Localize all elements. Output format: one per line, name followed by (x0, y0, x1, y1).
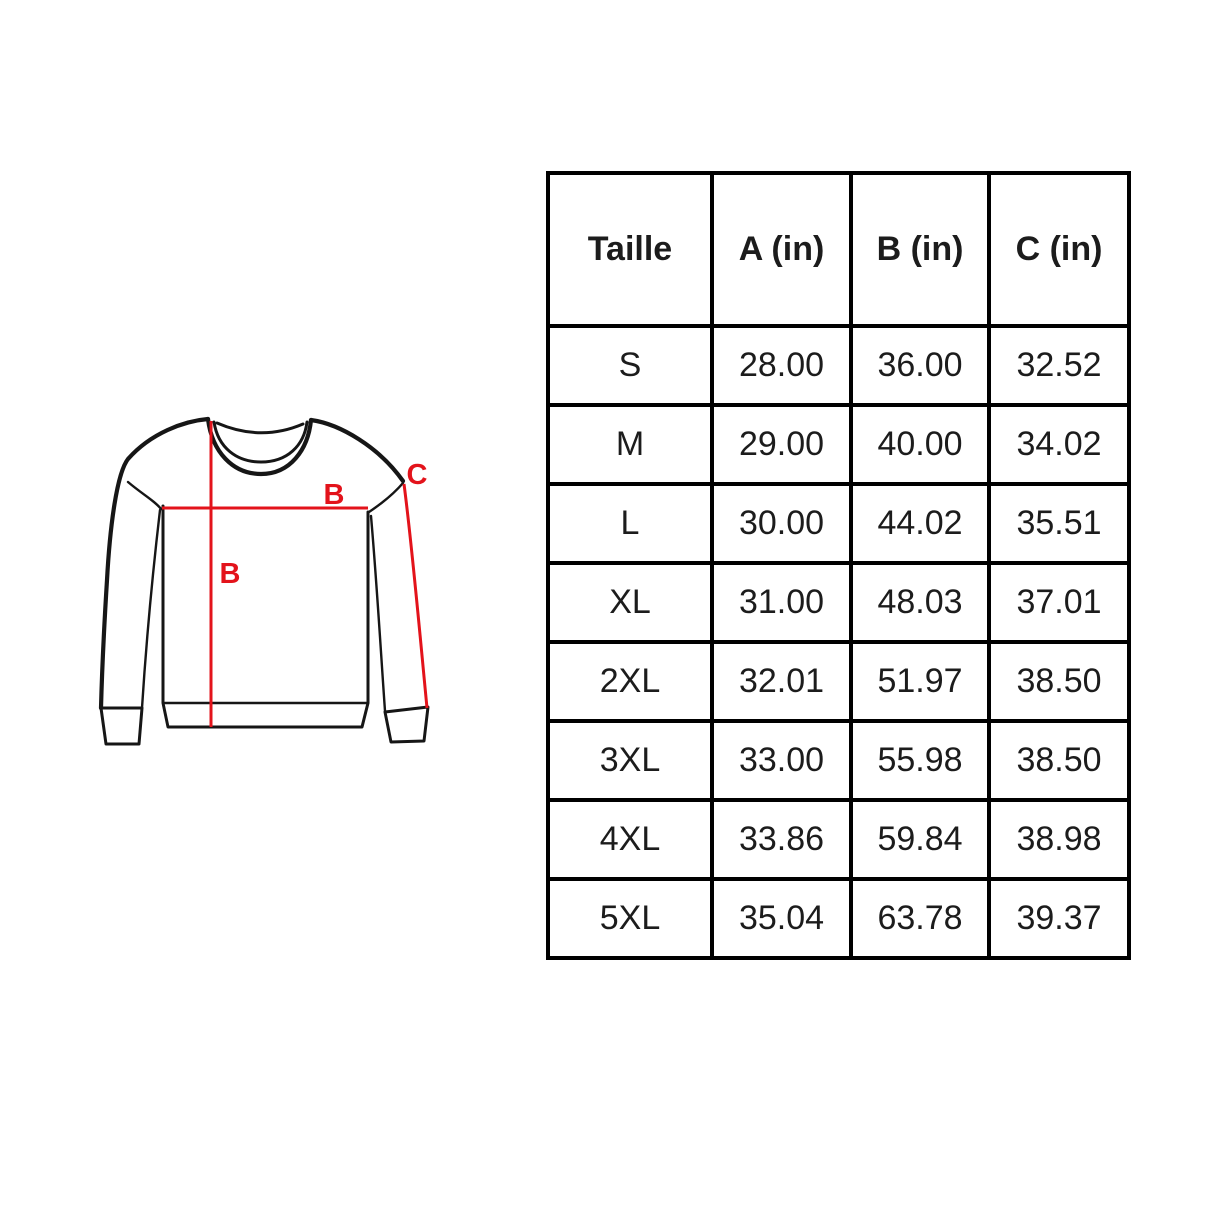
measurement-cell: 39.37 (987, 877, 1131, 960)
right-cuff (383, 705, 430, 744)
left-cuff (99, 706, 144, 746)
measurement-cell: 51.97 (849, 640, 991, 723)
measurement-cell: 38.50 (987, 640, 1131, 723)
measurement-cell: 30.00 (710, 482, 853, 565)
collar-inner-arc (212, 420, 309, 464)
size-cell: 2XL (546, 640, 714, 723)
size-cell: S (546, 324, 714, 407)
measurement-label-sleeve: C (407, 459, 428, 491)
sweater-measurement-diagram: B B C (98, 416, 430, 746)
size-table-body: S 28.00 36.00 32.52 M 29.00 40.00 34.02 L 30.00 44… (546, 324, 1131, 960)
measurement-cell: 48.03 (849, 561, 991, 644)
measurement-cell: 63.78 (849, 877, 991, 960)
size-cell: 3XL (546, 719, 714, 802)
size-cell: M (546, 403, 714, 486)
sweater-left-silhouette (98, 416, 211, 711)
table-row: M 29.00 40.00 34.02 (546, 403, 1131, 486)
table-row: S 28.00 36.00 32.52 (546, 324, 1131, 407)
measurement-cell: 33.86 (710, 798, 853, 881)
header-cell-c: C (in) (987, 171, 1131, 328)
measurement-cell: 36.00 (849, 324, 991, 407)
measurement-cell: 40.00 (849, 403, 991, 486)
measurement-label-length: B (220, 558, 241, 590)
measurement-cell: 59.84 (849, 798, 991, 881)
sweater-right-silhouette (308, 417, 406, 484)
measurement-cell: 32.01 (710, 640, 853, 723)
table-row: 5XL 35.04 63.78 39.37 (546, 877, 1131, 960)
measurement-line-sleeve (402, 483, 429, 709)
measurement-cell: 34.02 (987, 403, 1131, 486)
measurement-cell: 37.01 (987, 561, 1131, 644)
size-table: Taille A (in) B (in) C (in) S 28.00 36.00 3… (546, 171, 1131, 960)
measurement-label-chest: B (324, 479, 345, 511)
measurement-cell: 44.02 (849, 482, 991, 565)
measurement-cell: 35.51 (987, 482, 1131, 565)
measurement-cell: 28.00 (710, 324, 853, 407)
measurement-cell: 35.04 (710, 877, 853, 960)
sweater-body-outline (161, 504, 370, 729)
measurement-cell: 38.98 (987, 798, 1131, 881)
left-sleeve-inner-seam (140, 508, 162, 710)
header-cell-b: B (in) (849, 171, 991, 328)
measurement-cell: 32.52 (987, 324, 1131, 407)
left-armpit-seam (126, 480, 163, 511)
header-cell-taille: Taille (546, 171, 714, 328)
size-cell: XL (546, 561, 714, 644)
table-row: XL 31.00 48.03 37.01 (546, 561, 1131, 644)
size-table-header: Taille A (in) B (in) C (in) (546, 171, 1131, 328)
size-cell: 4XL (546, 798, 714, 881)
collar-outer-arc (205, 416, 314, 477)
measurement-cell: 33.00 (710, 719, 853, 802)
measurement-cell: 29.00 (710, 403, 853, 486)
back-neck-line (215, 421, 305, 435)
measurement-cell: 38.50 (987, 719, 1131, 802)
size-cell: 5XL (546, 877, 714, 960)
right-sleeve-inner-seam (369, 514, 387, 713)
size-cell: L (546, 482, 714, 565)
header-row: Taille A (in) B (in) C (in) (546, 171, 1131, 328)
table-row: 4XL 33.86 59.84 38.98 (546, 798, 1131, 881)
table-row: 2XL 32.01 51.97 38.50 (546, 640, 1131, 723)
measurement-cell: 31.00 (710, 561, 853, 644)
header-cell-a: A (in) (710, 171, 853, 328)
table-row: L 30.00 44.02 35.51 (546, 482, 1131, 565)
measurement-cell: 55.98 (849, 719, 991, 802)
table-row: 3XL 33.00 55.98 38.50 (546, 719, 1131, 802)
right-armpit-seam (367, 481, 405, 514)
